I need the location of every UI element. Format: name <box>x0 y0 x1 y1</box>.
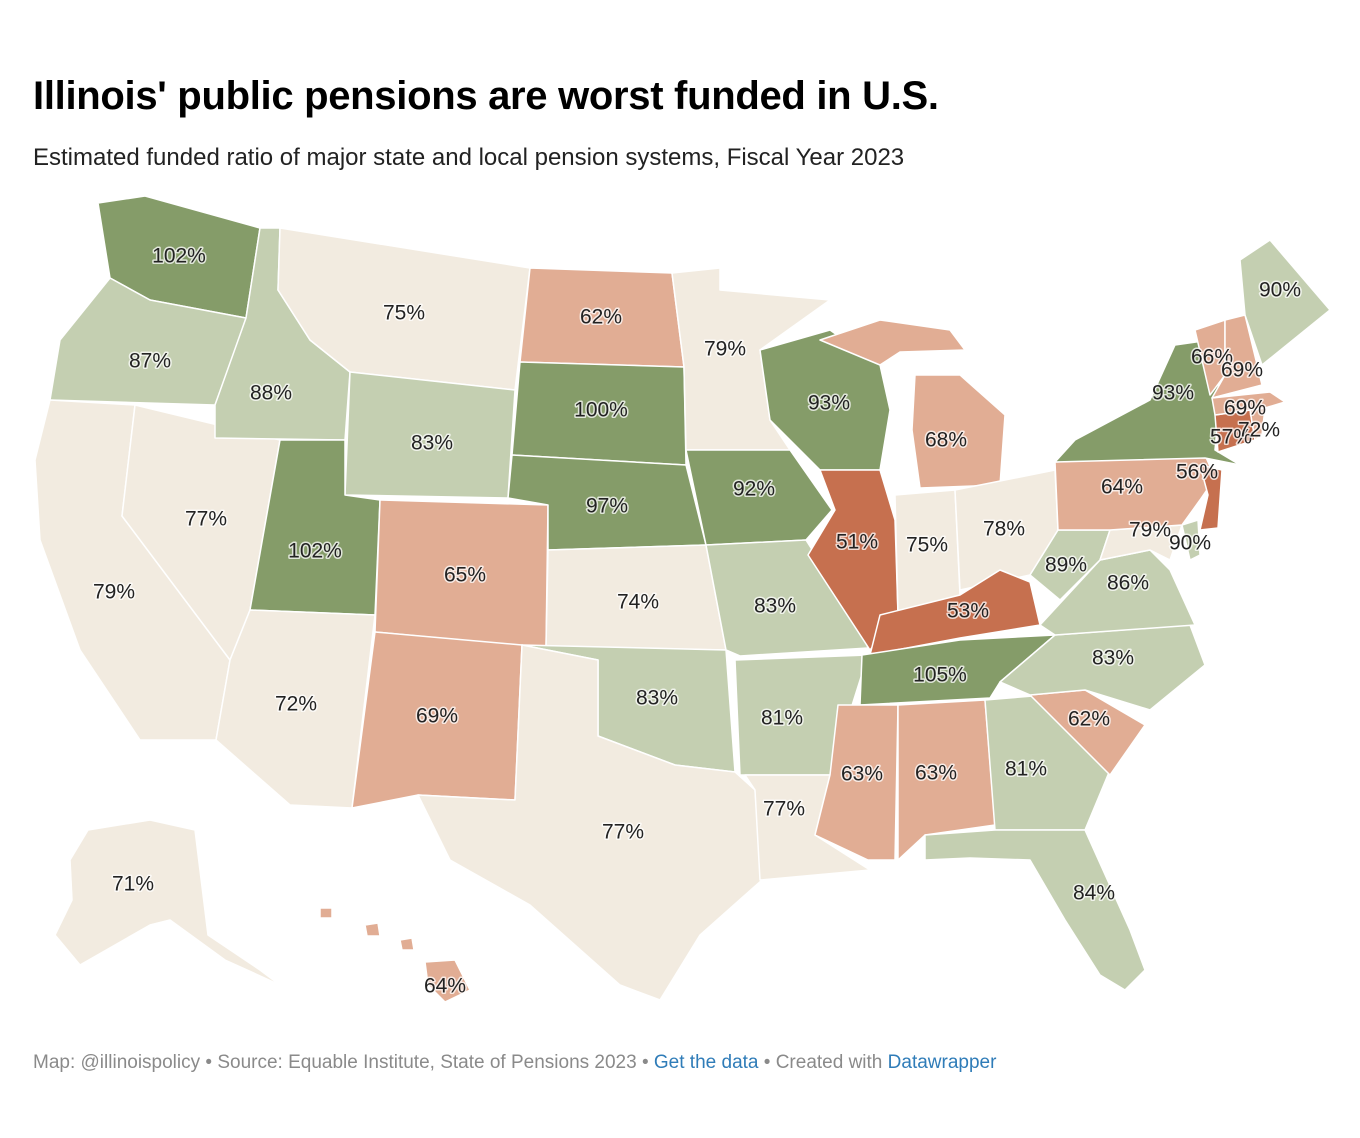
state-label-pa: 64% <box>1101 476 1143 499</box>
state-label-me: 90% <box>1259 279 1301 302</box>
footer-separator: • <box>200 1052 218 1073</box>
state-label-in: 75% <box>906 534 948 557</box>
footer-separator: • <box>636 1052 654 1073</box>
state-label-nc: 83% <box>1092 647 1134 670</box>
state-label-az: 72% <box>275 693 317 716</box>
state-label-vt: 66% <box>1191 346 1233 369</box>
state-shape-nh[interactable] <box>1211 314 1263 399</box>
state-shape-de[interactable] <box>1181 519 1201 561</box>
state-label-ny: 93% <box>1152 382 1194 405</box>
state-label-wv: 89% <box>1045 554 1087 577</box>
state-label-ga: 81% <box>1005 758 1047 781</box>
state-shape-ak[interactable] <box>54 819 281 986</box>
state-label-wi: 93% <box>808 392 850 415</box>
state-label-hi: 64% <box>424 975 466 998</box>
state-label-va: 86% <box>1107 572 1149 595</box>
state-label-md: 79% <box>1129 519 1171 542</box>
state-label-co: 65% <box>444 564 486 587</box>
state-shape-hi[interactable] <box>319 907 471 1003</box>
state-label-nd: 62% <box>580 306 622 329</box>
state-label-de: 90% <box>1169 532 1211 555</box>
datawrapper-link[interactable]: Datawrapper <box>887 1052 997 1073</box>
footer-separator: • <box>758 1052 776 1073</box>
state-label-sc: 62% <box>1068 708 1110 731</box>
state-label-ms: 63% <box>841 763 883 786</box>
source-credit: Source: Equable Institute, State of Pens… <box>217 1052 637 1073</box>
state-label-ak: 71% <box>112 873 154 896</box>
state-label-ia: 92% <box>733 478 775 501</box>
footer: Map: @illinoispolicy • Source: Equable I… <box>33 1052 996 1074</box>
state-label-or: 87% <box>129 350 171 373</box>
state-label-id: 88% <box>250 382 292 405</box>
created-with-text: Created with <box>775 1052 888 1073</box>
state-label-nv: 77% <box>185 508 227 531</box>
state-label-mo: 83% <box>754 595 796 618</box>
state-label-mn: 79% <box>704 338 746 361</box>
state-shapes <box>34 195 1331 1003</box>
state-label-tn: 105% <box>913 664 967 687</box>
state-label-oh: 78% <box>983 518 1025 541</box>
state-label-nm: 69% <box>416 705 458 728</box>
state-label-nh: 69% <box>1221 359 1263 382</box>
state-shape-al[interactable] <box>897 699 996 861</box>
state-label-il: 51% <box>836 531 878 554</box>
state-label-ct: 57% <box>1210 426 1252 449</box>
state-label-wy: 83% <box>411 432 453 455</box>
chart-title: Illinois' public pensions are worst fund… <box>33 74 939 118</box>
state-label-ca: 79% <box>93 581 135 604</box>
state-label-sd: 100% <box>574 399 628 422</box>
state-label-ma: 69% <box>1224 397 1266 420</box>
chart-subtitle: Estimated funded ratio of major state an… <box>33 144 905 171</box>
state-shape-nj[interactable] <box>1199 464 1223 531</box>
state-label-fl: 84% <box>1073 882 1115 905</box>
state-label-ky: 53% <box>947 600 989 623</box>
state-label-mi: 68% <box>925 429 967 452</box>
state-label-ks: 74% <box>617 591 659 614</box>
state-label-ut: 102% <box>288 540 342 563</box>
state-label-la: 77% <box>763 798 805 821</box>
get-the-data-link[interactable]: Get the data <box>653 1052 759 1073</box>
state-value-labels: 102% 87% 79% 77% 88% 75% 83% 102% 72% 65% 69% 62% 10… <box>91 243 1302 999</box>
state-label-mt: 75% <box>383 302 425 325</box>
state-label-ar: 81% <box>761 707 803 730</box>
state-label-al: 63% <box>915 762 957 785</box>
state-label-ne: 97% <box>586 495 628 518</box>
state-label-tx: 77% <box>602 821 644 844</box>
state-shape-me[interactable] <box>1239 239 1331 366</box>
state-label-wa: 102% <box>152 245 206 268</box>
state-label-ri: 72% <box>1238 419 1280 442</box>
state-shape-tx[interactable] <box>417 644 763 1001</box>
state-shape-fl[interactable] <box>924 829 1146 991</box>
state-label-nj: 56% <box>1176 461 1218 484</box>
map-credit: Map: @illinoispolicy <box>33 1052 201 1073</box>
state-shape-ia[interactable] <box>685 449 833 546</box>
state-shape-ma[interactable] <box>1211 391 1286 416</box>
state-label-ok: 83% <box>636 687 678 710</box>
